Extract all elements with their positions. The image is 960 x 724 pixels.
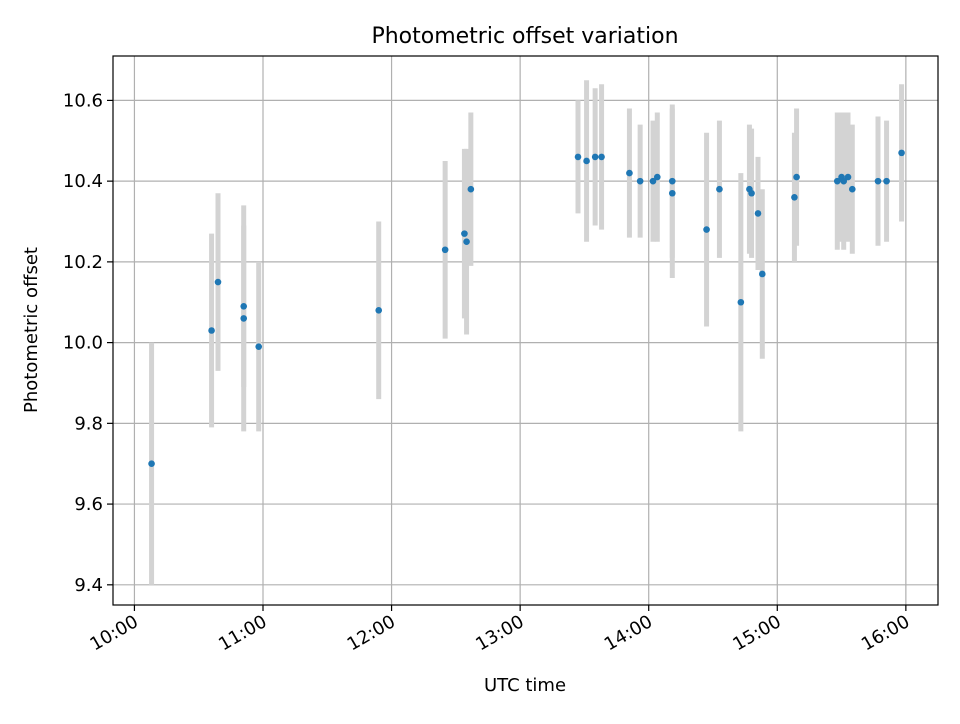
data-point xyxy=(240,302,248,310)
y-tick-label: 10.0 xyxy=(63,333,103,354)
data-point xyxy=(758,270,766,278)
data-point xyxy=(583,157,590,165)
chart-title: Photometric offset variation xyxy=(371,24,678,49)
data-point xyxy=(214,278,222,286)
data-point xyxy=(668,189,676,197)
x-axis-label: UTC time xyxy=(484,675,566,696)
data-point xyxy=(653,173,661,181)
y-tick-label: 9.4 xyxy=(74,575,103,596)
plot-frame xyxy=(112,55,939,606)
data-point xyxy=(791,193,798,201)
data-point xyxy=(793,173,800,181)
data-point xyxy=(898,149,905,157)
data-point xyxy=(649,177,657,185)
point-layer xyxy=(148,149,905,468)
data-point xyxy=(754,210,762,217)
data-point xyxy=(737,298,745,306)
y-tick-label: 9.8 xyxy=(74,413,103,434)
data-point xyxy=(848,185,856,193)
data-point xyxy=(626,169,633,177)
data-point xyxy=(375,307,383,314)
data-point xyxy=(574,153,582,161)
data-point xyxy=(461,230,468,237)
data-point xyxy=(148,460,155,468)
data-point xyxy=(598,153,605,161)
data-point xyxy=(208,327,215,334)
y-tick-label: 9.6 xyxy=(74,494,103,515)
data-point xyxy=(463,238,470,245)
data-point xyxy=(467,185,475,193)
data-point xyxy=(748,189,755,197)
y-tick-label: 10.2 xyxy=(63,252,103,273)
data-point xyxy=(240,315,248,322)
y-tick-label: 10.4 xyxy=(63,171,103,192)
data-point xyxy=(840,177,848,185)
y-tick-label: 10.6 xyxy=(63,90,103,111)
data-point xyxy=(883,177,890,185)
data-point xyxy=(668,177,676,185)
grid-layer xyxy=(113,56,938,605)
data-point xyxy=(874,177,882,185)
data-point xyxy=(591,153,599,161)
data-point xyxy=(255,343,263,350)
data-point xyxy=(844,173,852,181)
data-point xyxy=(441,246,449,254)
y-axis-label: Photometric offset xyxy=(21,247,42,413)
data-point xyxy=(833,177,841,185)
data-point xyxy=(636,177,644,185)
data-point xyxy=(703,226,710,233)
data-point xyxy=(716,185,723,193)
